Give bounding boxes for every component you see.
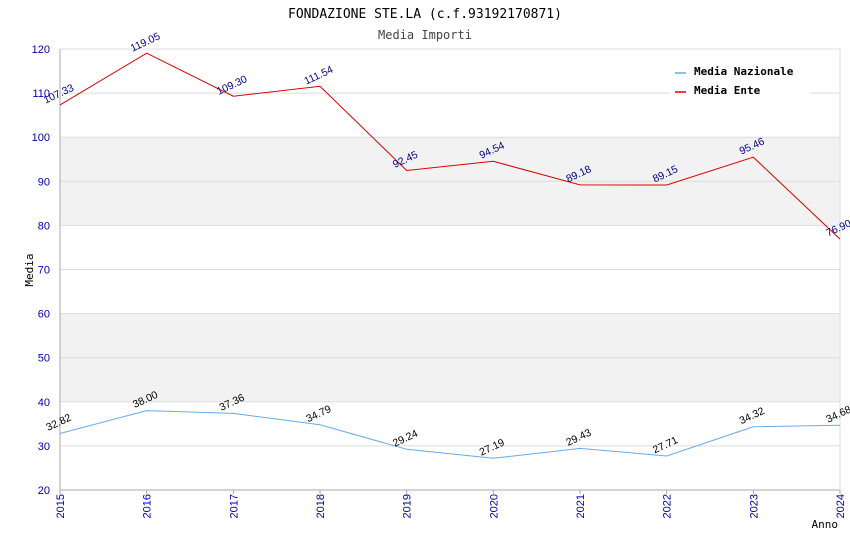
y-tick-label: 120 <box>32 44 50 56</box>
y-tick-label: 70 <box>38 265 50 277</box>
x-tick-label: 2021 <box>575 494 587 518</box>
y-tick-label: 40 <box>38 397 50 409</box>
y-tick-label: 110 <box>32 88 50 100</box>
y-axis-label: Media <box>23 253 36 286</box>
y-tick-label: 80 <box>38 220 50 232</box>
series-line-media-nazionale <box>59 410 841 459</box>
y-tick-label: 90 <box>38 176 50 188</box>
axes: 20 30 40 50 60 70 80 90 100 110 120 2015 2016 2017 201… <box>32 44 847 518</box>
x-tick-label: 2019 <box>402 494 414 518</box>
series-line-media-ente <box>59 52 841 240</box>
legend-box <box>670 60 810 98</box>
x-axis-label: Anno <box>812 518 839 531</box>
chart-title: FONDAZIONE STE.LA (c.f.93192170871) <box>288 7 562 22</box>
x-tick-label: 2016 <box>142 494 154 518</box>
x-tick-label: 2017 <box>228 494 240 518</box>
y-tick-label: 60 <box>38 309 50 321</box>
x-tick-label: 2024 <box>835 494 847 518</box>
x-tick-label: 2015 <box>55 494 67 518</box>
y-tick-label: 30 <box>38 441 50 453</box>
x-tick-label: 2018 <box>315 494 327 518</box>
x-tick-label: 2023 <box>748 494 760 518</box>
legend-label-media-nazionale: Media Nazionale <box>694 65 794 78</box>
x-tick-label: 2020 <box>488 494 500 518</box>
y-tick-label: 20 <box>38 485 50 497</box>
series-group <box>59 52 841 459</box>
legend: Media Nazionale Media Ente <box>670 60 810 98</box>
y-tick-label: 100 <box>32 132 50 144</box>
grid-lines <box>60 48 840 491</box>
legend-label-media-ente: Media Ente <box>694 84 761 97</box>
x-tick-label: 2022 <box>662 494 674 518</box>
chart-subtitle: Media Importi <box>378 28 472 42</box>
y-tick-label: 50 <box>38 353 50 365</box>
